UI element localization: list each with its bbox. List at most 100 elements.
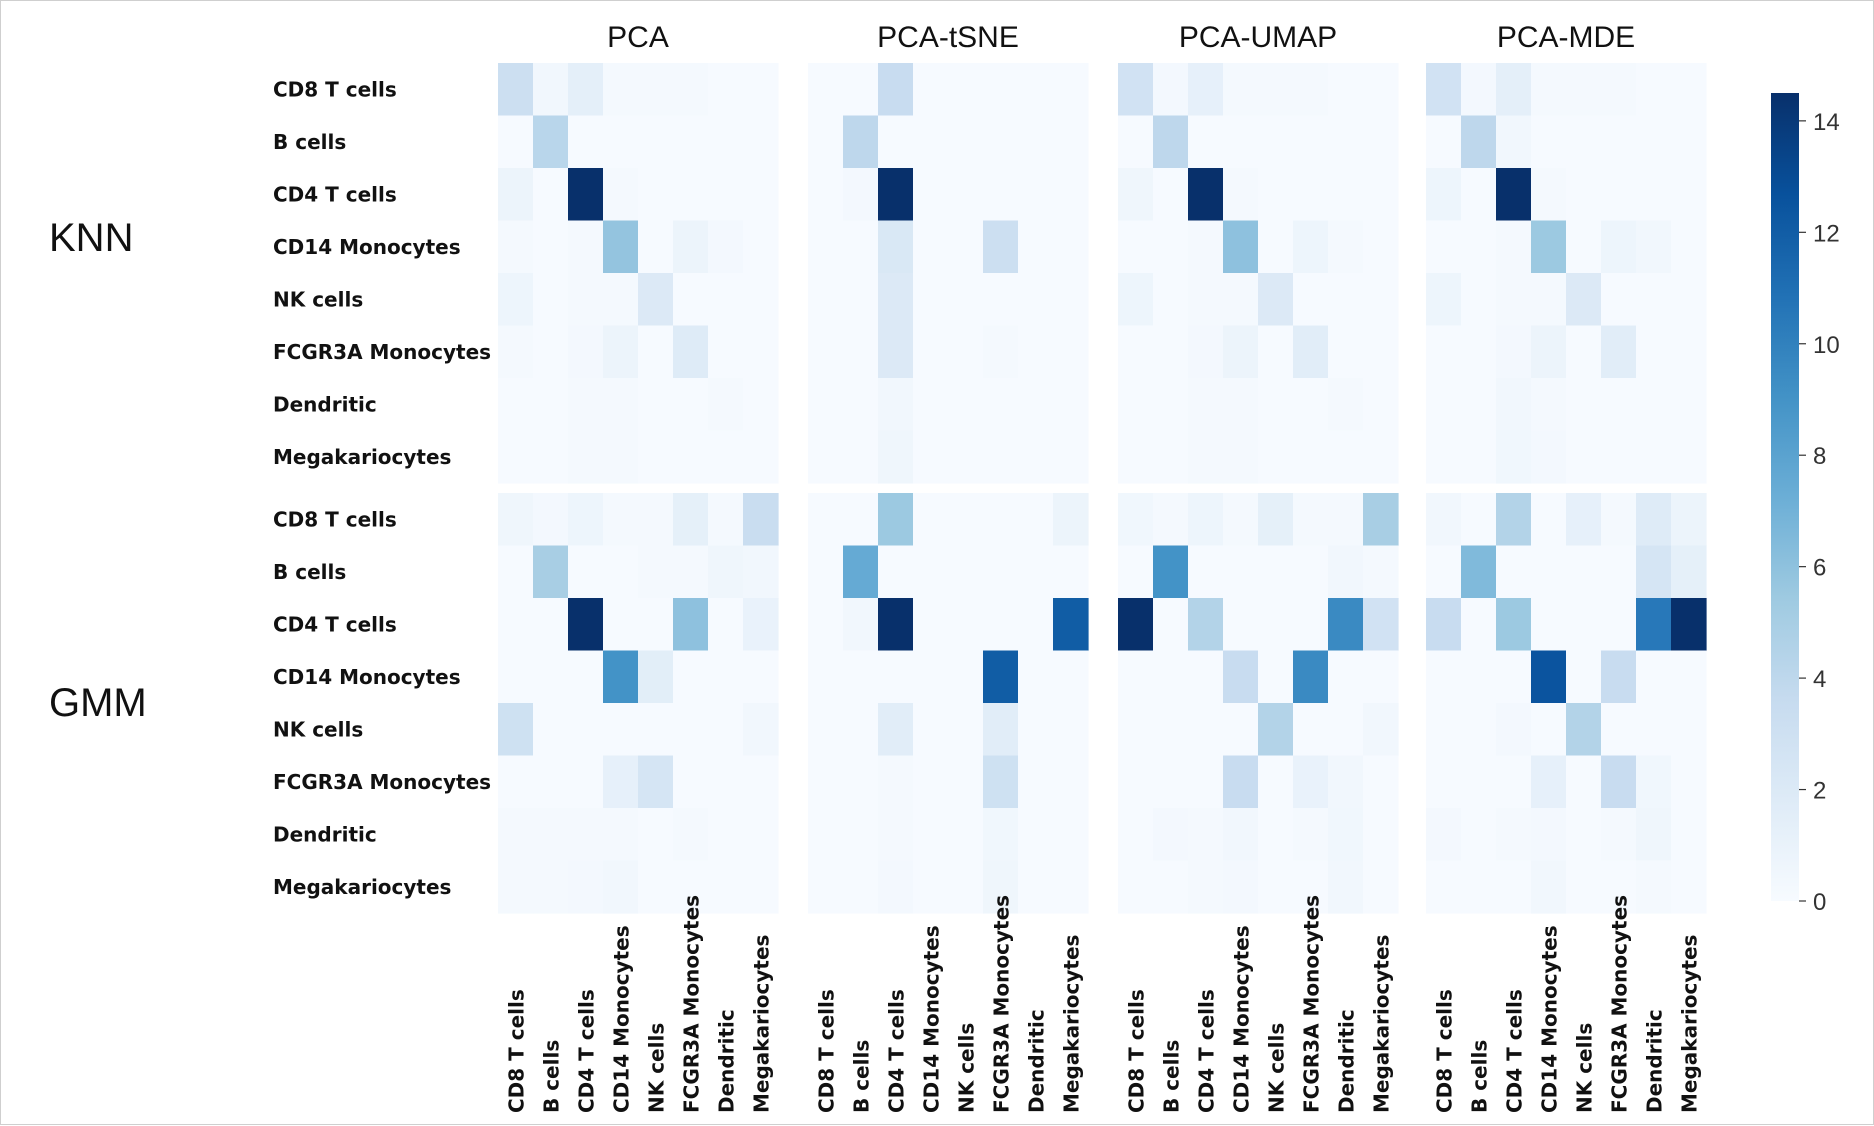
heatmap-cell bbox=[808, 808, 844, 862]
heatmap-cell bbox=[498, 115, 534, 169]
heatmap-cell bbox=[913, 493, 949, 547]
heatmap-cell bbox=[1258, 115, 1294, 169]
heatmap-cell bbox=[603, 808, 639, 862]
heatmap-cell bbox=[568, 325, 604, 379]
heatmap-cell bbox=[1153, 493, 1189, 547]
heatmap-cell bbox=[1223, 430, 1259, 484]
heatmap-cell bbox=[1363, 493, 1399, 547]
x-tick-label-pca-mde-fcgr3a-monocytes: FCGR3A Monocytes bbox=[1608, 895, 1632, 1113]
y-tick-label-knn-fcgr3a-monocytes: FCGR3A Monocytes bbox=[273, 340, 491, 364]
heatmap-cell bbox=[673, 703, 709, 757]
heatmap-cell bbox=[568, 168, 604, 222]
heatmap-cell bbox=[1188, 378, 1224, 432]
heatmap-cell bbox=[1018, 115, 1054, 169]
heatmap-cell bbox=[1636, 430, 1672, 484]
heatmap-cell bbox=[1671, 808, 1707, 862]
heatmap-cell bbox=[983, 808, 1019, 862]
heatmap-cell bbox=[498, 650, 534, 704]
heatmap-cell bbox=[1258, 545, 1294, 599]
heatmap-cell bbox=[708, 273, 744, 327]
x-tick-label-pca-nk-cells: NK cells bbox=[645, 1023, 669, 1113]
heatmap-cell bbox=[1018, 220, 1054, 274]
heatmap-cell bbox=[808, 703, 844, 757]
heatmap-cell bbox=[1118, 115, 1154, 169]
heatmap-cell bbox=[1223, 493, 1259, 547]
heatmap-cell bbox=[878, 168, 914, 222]
heatmap-cell bbox=[1153, 378, 1189, 432]
heatmap-cell bbox=[743, 808, 779, 862]
heatmap-cell bbox=[1671, 378, 1707, 432]
heatmap-cell bbox=[1566, 273, 1602, 327]
heatmap-cell bbox=[1118, 378, 1154, 432]
heatmap-cell bbox=[808, 273, 844, 327]
heatmap-cell bbox=[1461, 703, 1497, 757]
heatmap-cell bbox=[808, 860, 844, 914]
heatmap-cell bbox=[878, 755, 914, 809]
heatmap-cell bbox=[948, 545, 984, 599]
y-tick-label-gmm-cd8-t-cells: CD8 T cells bbox=[273, 507, 397, 531]
heatmap-cell bbox=[1601, 493, 1637, 547]
x-tick-label-pca-umap-megakariocytes: Megakariocytes bbox=[1370, 935, 1394, 1113]
colorbar-tick-label: 12 bbox=[1813, 220, 1840, 247]
heatmap-cell bbox=[1053, 325, 1089, 379]
heatmap-cell bbox=[1461, 115, 1497, 169]
heatmap-cell bbox=[1566, 378, 1602, 432]
heatmap-cell bbox=[808, 168, 844, 222]
heatmap-cell bbox=[1461, 545, 1497, 599]
heatmap-cell bbox=[1118, 325, 1154, 379]
heatmap-cell bbox=[983, 860, 1019, 914]
heatmap-cell bbox=[1258, 755, 1294, 809]
heatmap-cell bbox=[603, 703, 639, 757]
heatmap-cell bbox=[743, 650, 779, 704]
heatmap-cell bbox=[948, 430, 984, 484]
heatmap-cell bbox=[1053, 273, 1089, 327]
heatmap-cell bbox=[913, 860, 949, 914]
heatmap-cell bbox=[638, 808, 674, 862]
heatmap-panel-gmm-pca-umap bbox=[1118, 493, 1399, 914]
heatmap-cell bbox=[708, 220, 744, 274]
heatmap-cell bbox=[568, 755, 604, 809]
heatmap-cell bbox=[913, 545, 949, 599]
heatmap-cell bbox=[533, 63, 569, 117]
colorbar-gradient bbox=[1771, 93, 1799, 901]
heatmap-cell bbox=[948, 703, 984, 757]
heatmap-cell bbox=[1531, 220, 1567, 274]
heatmap-cell bbox=[1601, 168, 1637, 222]
x-tick-label-pca-cd8-t-cells: CD8 T cells bbox=[505, 989, 529, 1113]
heatmap-cell bbox=[1426, 493, 1462, 547]
heatmap-cell bbox=[603, 273, 639, 327]
heatmap-panel-knn-pca bbox=[498, 63, 779, 484]
heatmap-cell bbox=[1053, 168, 1089, 222]
heatmap-cell bbox=[533, 703, 569, 757]
heatmap-cell bbox=[1053, 703, 1089, 757]
heatmap-cell bbox=[1223, 378, 1259, 432]
heatmap-cell bbox=[1018, 545, 1054, 599]
heatmap-cell bbox=[1601, 273, 1637, 327]
heatmap-cell bbox=[843, 808, 879, 862]
heatmap-cell bbox=[1328, 860, 1364, 914]
heatmap-cell bbox=[1153, 703, 1189, 757]
heatmap-cell bbox=[1258, 650, 1294, 704]
heatmap-cell bbox=[1671, 860, 1707, 914]
heatmap-cell bbox=[1363, 808, 1399, 862]
y-tick-label-knn-cd8-t-cells: CD8 T cells bbox=[273, 77, 397, 101]
heatmap-cell bbox=[843, 220, 879, 274]
heatmap-cell bbox=[1258, 168, 1294, 222]
heatmap-cell bbox=[533, 493, 569, 547]
heatmap-cell bbox=[1461, 168, 1497, 222]
heatmap-cell bbox=[1053, 598, 1089, 652]
heatmap-cell bbox=[1531, 115, 1567, 169]
heatmap-cell bbox=[638, 493, 674, 547]
heatmap-cell bbox=[1363, 598, 1399, 652]
heatmap-cell bbox=[1223, 325, 1259, 379]
heatmap-cell bbox=[533, 860, 569, 914]
heatmap-cell bbox=[1636, 808, 1672, 862]
heatmap-cell bbox=[1328, 808, 1364, 862]
heatmap-cell bbox=[1188, 493, 1224, 547]
heatmap-cell bbox=[808, 115, 844, 169]
heatmap-panel-knn-pca-tsne bbox=[808, 63, 1089, 484]
heatmap-cell bbox=[913, 115, 949, 169]
heatmap-cell bbox=[1293, 220, 1329, 274]
heatmap-cell bbox=[1363, 378, 1399, 432]
heatmap-cell bbox=[533, 808, 569, 862]
